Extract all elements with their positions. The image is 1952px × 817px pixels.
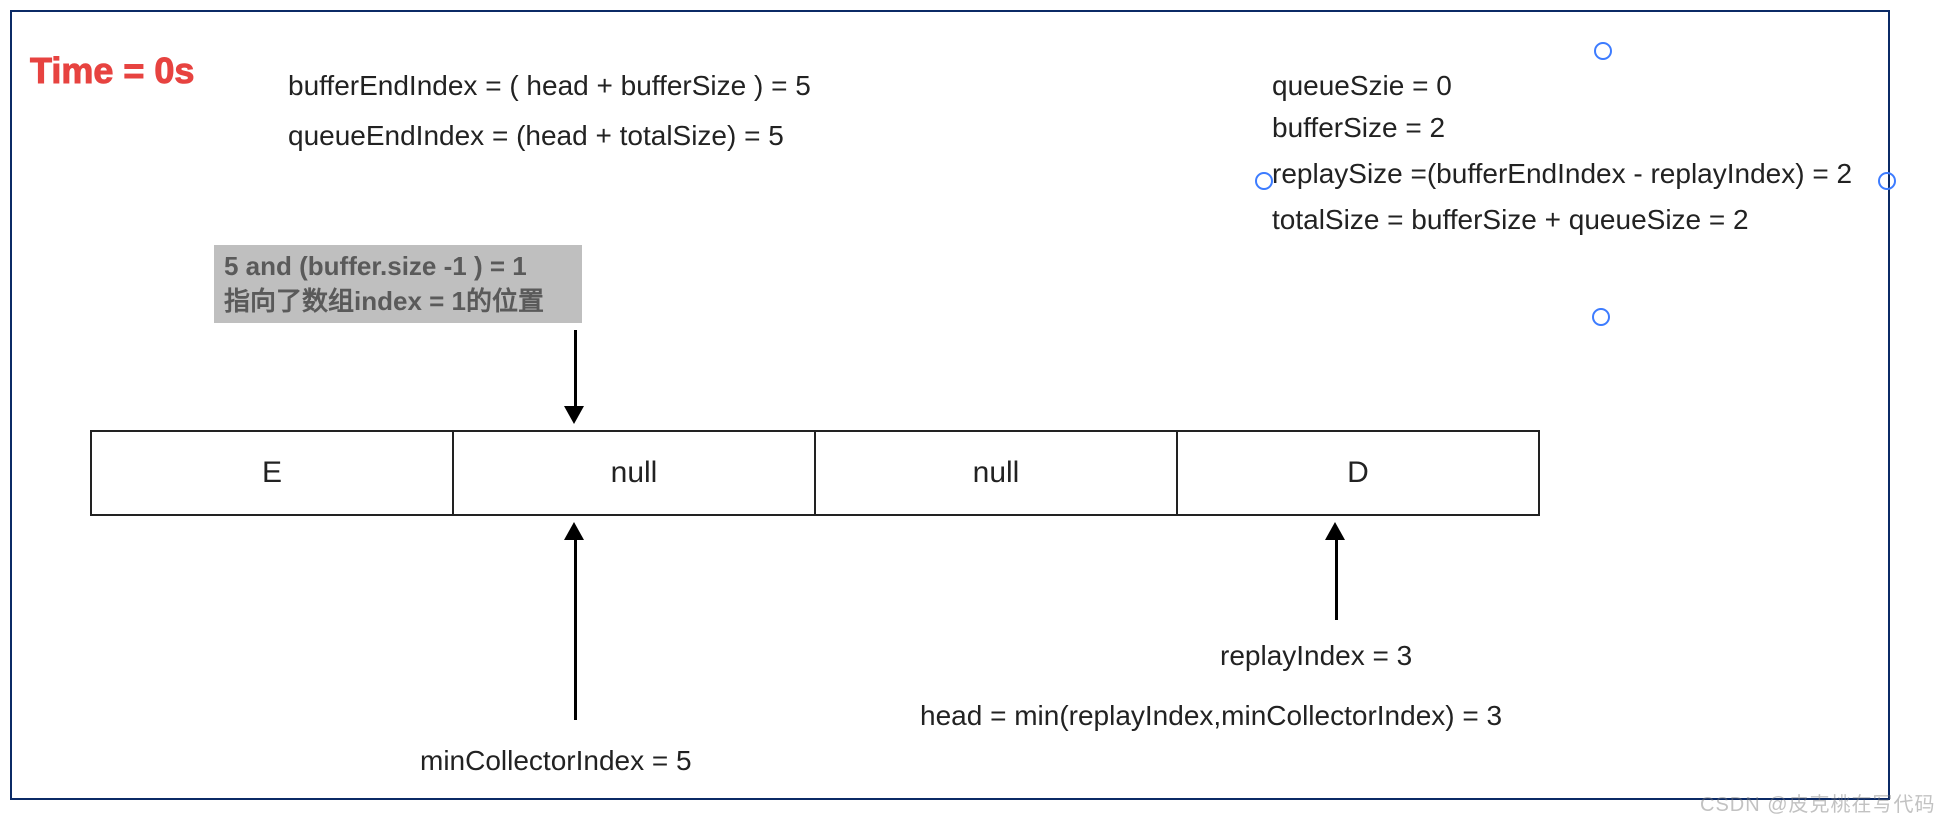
buffer-cell-3: D <box>1177 431 1539 515</box>
arrow-up-replay-head-icon <box>1325 522 1345 540</box>
index-note-line2: 指向了数组index = 1的位置 <box>224 284 572 319</box>
formula-bufferSize: bufferSize = 2 <box>1272 112 1445 144</box>
formula-bufferEndIndex: bufferEndIndex = ( head + bufferSize ) =… <box>288 70 811 102</box>
buffer-row: E null null D <box>91 431 1539 515</box>
arrow-down-head-icon <box>564 406 584 424</box>
watermark: CSDN @皮克桃在写代码 <box>1700 788 1936 817</box>
buffer-cell-0: E <box>91 431 453 515</box>
time-label: Time = 0s <box>30 50 194 92</box>
arrow-up-min-head-icon <box>564 522 584 540</box>
formula-queueSize: queueSzie = 0 <box>1272 70 1452 102</box>
ring-icon <box>1255 172 1273 190</box>
arrow-down-line <box>574 330 577 408</box>
arrow-up-replay-line <box>1335 540 1338 620</box>
buffer-cell-2: null <box>815 431 1177 515</box>
formula-replaySize: replaySize =(bufferEndIndex - replayInde… <box>1272 158 1852 190</box>
ring-icon <box>1592 308 1610 326</box>
index-note-line1: 5 and (buffer.size -1 ) = 1 <box>224 249 572 284</box>
index-note-box: 5 and (buffer.size -1 ) = 1 指向了数组index =… <box>214 245 582 323</box>
label-replayIndex: replayIndex = 3 <box>1220 640 1412 672</box>
formula-queueEndIndex: queueEndIndex = (head + totalSize) = 5 <box>288 120 784 152</box>
diagram-stage: Time = 0s bufferEndIndex = ( head + buff… <box>0 0 1952 810</box>
ring-icon <box>1878 172 1896 190</box>
label-minCollectorIndex: minCollectorIndex = 5 <box>420 745 692 777</box>
buffer-cell-1: null <box>453 431 815 515</box>
buffer-array: E null null D <box>90 430 1540 516</box>
label-head: head = min(replayIndex,minCollectorIndex… <box>920 700 1502 732</box>
arrow-up-min-line <box>574 540 577 720</box>
formula-totalSize: totalSize = bufferSize + queueSize = 2 <box>1272 204 1749 236</box>
ring-icon <box>1594 42 1612 60</box>
